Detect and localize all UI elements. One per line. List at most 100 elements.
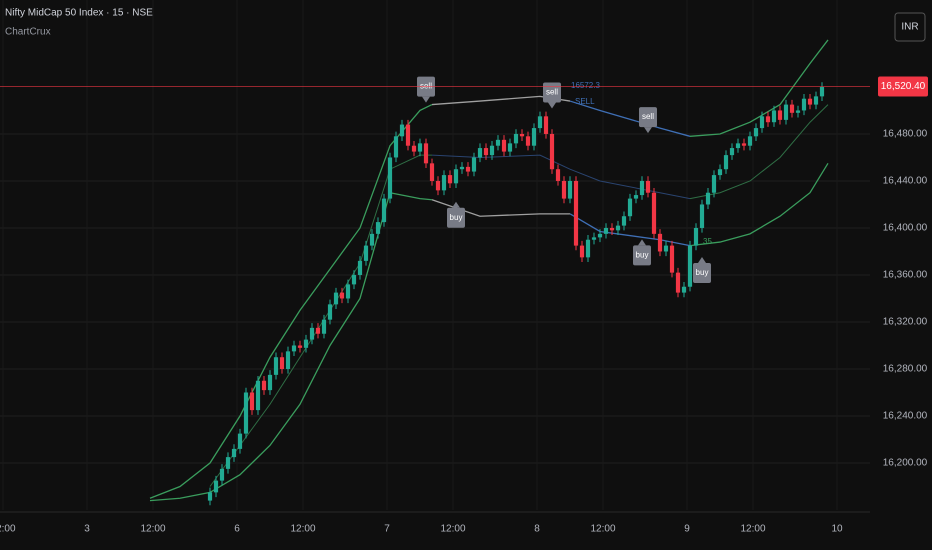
signal-box: [693, 263, 711, 283]
y-tick-label: 16,280.00: [883, 364, 928, 375]
candle-body: [723, 155, 729, 170]
candle-body: [495, 139, 501, 146]
candle-body: [309, 327, 315, 340]
candle-body: [429, 163, 435, 181]
y-tick-label: 16,320.00: [883, 317, 928, 328]
candle-body: [459, 166, 465, 170]
currency-label[interactable]: INR: [901, 22, 918, 33]
candle-body: [681, 286, 687, 293]
candle-body: [315, 327, 321, 334]
signal-pointer: [452, 201, 460, 208]
candle-body: [279, 357, 285, 369]
candle-body: [393, 136, 399, 158]
x-tick-label: 12:00: [740, 524, 765, 535]
candle-body: [633, 195, 639, 199]
candle-body: [741, 143, 747, 146]
band-line: [689, 163, 829, 247]
y-tick-label: 16,200.00: [883, 458, 928, 469]
candle-body: [531, 128, 537, 146]
candle-body: [231, 448, 237, 458]
candle-body: [699, 204, 705, 228]
last-price-box: [878, 76, 928, 97]
signal-label: buy: [450, 213, 463, 222]
candle-body: [675, 272, 681, 293]
y-tick-label: 16,400.00: [883, 223, 928, 234]
candle-body: [483, 148, 489, 156]
candle-body: [603, 227, 609, 234]
candle-body: [795, 110, 801, 113]
candle-body: [783, 104, 789, 120]
candle-body: [525, 136, 531, 146]
candle-body: [327, 304, 333, 320]
x-tick-label: 6: [234, 524, 240, 535]
candle-body: [213, 480, 219, 493]
last-price-label: 16,520.40: [881, 81, 926, 92]
candle-body: [369, 233, 375, 246]
candle-body: [585, 239, 591, 258]
candle-body: [705, 192, 711, 205]
candle-body: [687, 245, 693, 287]
candle-body: [387, 157, 393, 199]
candle-body: [291, 345, 297, 352]
candle-body: [489, 145, 495, 156]
candle-body: [303, 339, 309, 348]
candle-body: [477, 148, 483, 158]
candle-body: [729, 148, 735, 156]
candle-body: [591, 237, 597, 240]
x-tick-label: 12:00: [440, 524, 465, 535]
annotation: 35: [703, 237, 712, 246]
candle-body: [651, 192, 657, 234]
candle-body: [789, 104, 795, 113]
signal: buy: [633, 239, 651, 266]
candle-body: [381, 198, 387, 223]
candle-body: [219, 468, 225, 481]
y-tick-label: 16,440.00: [883, 176, 928, 187]
candle-body: [351, 274, 357, 285]
candle-body: [435, 180, 441, 191]
chart-subtitle: ChartCrux: [5, 27, 51, 38]
annotation: 16572.3: [571, 81, 600, 90]
signal: buy: [693, 257, 711, 283]
candle-body: [453, 169, 459, 184]
x-tick-label: 12:00: [0, 524, 16, 535]
candle-body: [465, 166, 471, 172]
annotation: SELL: [575, 97, 595, 106]
candle-body: [357, 260, 363, 275]
signal-box: [639, 107, 657, 128]
candle-body: [771, 110, 777, 123]
candle-body: [537, 116, 543, 129]
signal-label: buy: [636, 250, 649, 259]
candle-body: [567, 180, 573, 199]
currency-button[interactable]: [894, 12, 926, 42]
candle-body: [249, 392, 255, 411]
candle-body: [555, 169, 561, 181]
candle-body: [471, 157, 477, 172]
candle-body: [399, 124, 405, 137]
candle-body: [297, 345, 303, 348]
candle-body: [747, 136, 753, 146]
candle-body: [207, 492, 213, 501]
x-tick-label: 12:00: [290, 524, 315, 535]
candle-body: [225, 457, 231, 469]
candle-body: [243, 392, 249, 434]
signal: buy: [447, 201, 465, 228]
candle-body: [447, 175, 453, 184]
y-tick-label: 16,240.00: [883, 411, 928, 422]
candle-body: [519, 133, 525, 137]
candle-body: [255, 380, 261, 411]
candle-body: [345, 284, 351, 299]
candle-body: [801, 98, 807, 111]
x-tick-label: 8: [534, 524, 540, 535]
candle-body: [333, 292, 339, 305]
candle-body: [717, 169, 723, 176]
x-tick-label: 7: [384, 524, 390, 535]
candle-body: [657, 233, 663, 252]
x-tick-label: 9: [684, 524, 690, 535]
candle-body: [561, 180, 567, 199]
signal-pointer: [644, 127, 652, 134]
band-line: [569, 100, 691, 137]
candle-body: [621, 216, 627, 226]
candle-body: [711, 175, 717, 193]
